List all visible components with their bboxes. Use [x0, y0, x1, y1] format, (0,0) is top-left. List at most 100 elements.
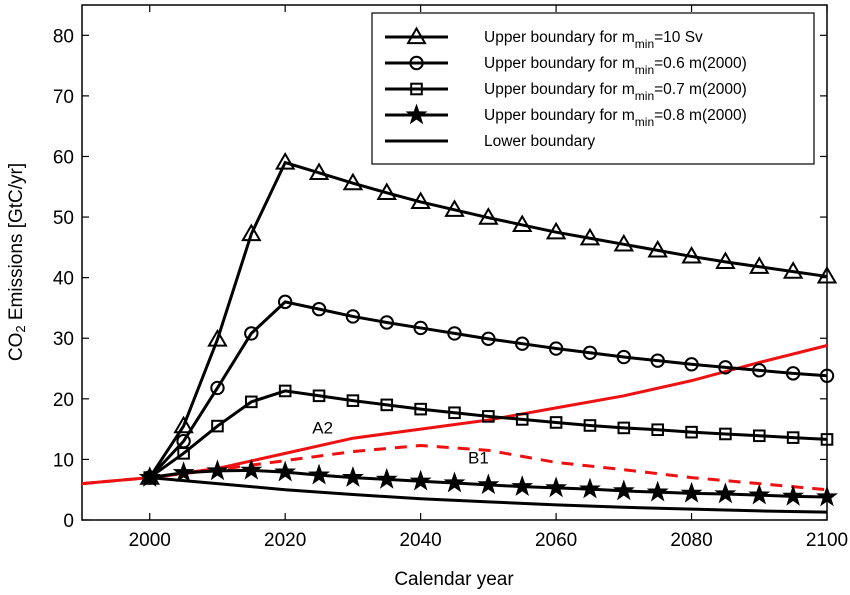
data-point	[511, 214, 533, 233]
data-point	[651, 423, 664, 437]
data-point	[375, 467, 398, 489]
data-point	[376, 182, 398, 200]
data-point	[477, 473, 500, 495]
data-point	[172, 461, 195, 483]
x-tick-label: 2060	[535, 530, 577, 551]
x-tick-label: 2040	[399, 530, 441, 551]
data-point	[478, 207, 499, 225]
data-point	[210, 380, 225, 396]
data-point	[274, 460, 297, 482]
data-point	[244, 326, 259, 341]
axis-ticks: 2000 2020 2040 2060 2080 2100 0 10 20 30 40 50 60 70 8…	[53, 5, 848, 551]
data-point	[782, 261, 804, 279]
data-point	[379, 315, 394, 330]
y-tick-label: 70	[53, 87, 74, 108]
data-point	[681, 245, 702, 264]
data-point	[785, 366, 801, 381]
data-point	[245, 395, 258, 409]
data-point	[718, 360, 733, 375]
legend-label: Upper boundary for mmin=0.8 m(2000)	[484, 107, 747, 129]
data-point	[414, 402, 427, 416]
data-point	[211, 419, 224, 433]
data-point	[511, 475, 534, 497]
series-3	[138, 458, 838, 507]
data-point	[612, 479, 635, 501]
data-point	[443, 471, 466, 493]
series-line	[148, 389, 828, 479]
data-point	[177, 447, 190, 460]
data-point	[583, 419, 597, 432]
data-point	[410, 191, 431, 210]
series-5	[81, 344, 828, 486]
data-point	[613, 233, 635, 252]
annotation-b1: B1	[468, 449, 489, 468]
x-tick-label: 2000	[129, 530, 171, 551]
annotation-a2: A2	[312, 418, 333, 437]
data-point	[579, 227, 601, 246]
data-point	[714, 482, 737, 504]
data-point	[786, 431, 800, 444]
data-point	[816, 265, 838, 284]
data-point	[308, 463, 331, 485]
data-point	[482, 410, 495, 423]
data-point	[312, 389, 326, 403]
series-4	[149, 476, 828, 514]
data-point	[748, 483, 771, 505]
data-point	[545, 476, 568, 498]
legend-label: Upper boundary for mmin=10 Sv	[484, 29, 703, 51]
series-line	[81, 344, 828, 486]
legend-item: Upper boundary for mmin=0.6 m(2000)	[385, 55, 747, 77]
data-point	[515, 413, 529, 426]
data-point	[277, 294, 293, 310]
series-0	[139, 152, 838, 485]
legend-item: Upper boundary for mmin=0.8 m(2000)	[385, 103, 747, 129]
legend: Upper boundary for mmin=10 Sv Upper bound…	[371, 12, 815, 165]
data-point	[549, 416, 563, 429]
data-point	[752, 429, 766, 443]
series-1	[142, 294, 835, 485]
data-point	[819, 368, 835, 383]
legend-label: Upper boundary for mmin=0.7 m(2000)	[484, 81, 747, 103]
y-tick-label: 60	[53, 147, 74, 168]
data-point	[138, 466, 161, 487]
plot-frame	[81, 4, 828, 521]
data-point	[278, 384, 292, 398]
y-tick-label: 80	[53, 26, 74, 47]
data-point	[548, 341, 564, 356]
data-point	[680, 481, 703, 503]
data-point	[481, 331, 496, 347]
x-axis-label: Calendar year	[394, 569, 514, 590]
data-point	[341, 466, 364, 487]
y-tick-label: 50	[53, 208, 74, 229]
data-point	[616, 349, 632, 365]
data-point	[782, 484, 805, 506]
data-point	[684, 357, 699, 372]
data-point	[345, 309, 361, 324]
y-tick-label: 40	[53, 269, 74, 290]
y-tick-label: 10	[53, 450, 74, 471]
data-point	[685, 425, 698, 439]
data-point	[646, 480, 669, 502]
series-line	[149, 476, 828, 514]
series-2	[143, 384, 834, 484]
data-point	[240, 458, 263, 480]
data-point	[346, 394, 360, 407]
data-point	[413, 320, 428, 336]
legend-label: Lower boundary	[484, 133, 595, 150]
data-point	[342, 172, 364, 191]
legend-item: Upper boundary for mmin=10 Sv	[385, 26, 703, 51]
x-tick-label: 2100	[806, 530, 848, 551]
data-point	[545, 221, 567, 240]
legend-item: Upper boundary for mmin=0.7 m(2000)	[385, 81, 747, 103]
legend-marker	[409, 55, 424, 71]
data-point	[173, 415, 194, 434]
data-point	[617, 421, 631, 435]
series-line	[148, 160, 828, 479]
y-tick-label: 20	[53, 390, 74, 411]
legend-label: Upper boundary for mmin=0.6 m(2000)	[484, 55, 747, 77]
data-point	[582, 345, 598, 360]
data-point	[578, 477, 601, 499]
data-point	[241, 223, 262, 242]
data-point	[820, 433, 834, 446]
